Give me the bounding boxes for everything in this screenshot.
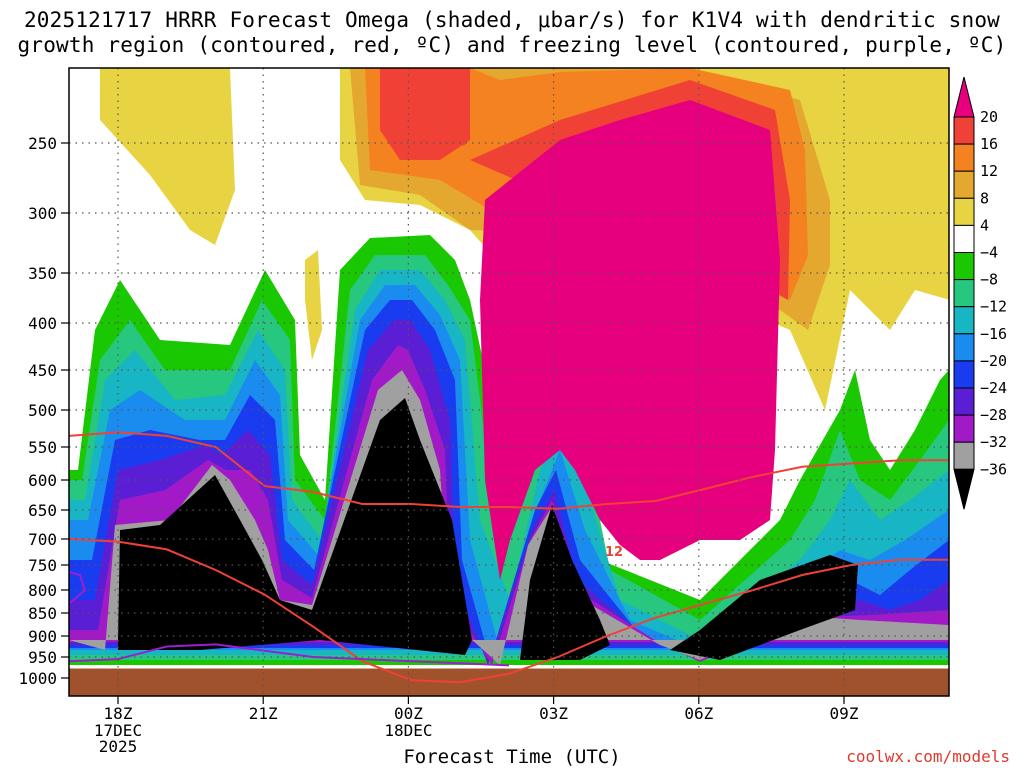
contour-label: 12 — [605, 545, 623, 560]
colorbar-label: −8 — [980, 271, 998, 289]
x-axis-label: Forecast Time (UTC) — [403, 746, 621, 768]
x-tick-label: 00Z — [394, 704, 423, 723]
colorbar-label: −32 — [980, 433, 1007, 451]
colorbar-swatch — [953, 441, 975, 470]
y-tick-label: 550 — [28, 438, 57, 457]
colorbar-label: −36 — [980, 460, 1007, 478]
y-tick-label: 900 — [28, 627, 57, 646]
y-tick-label: 450 — [28, 361, 57, 380]
colorbar-swatch — [953, 170, 975, 199]
y-tick-label: 400 — [28, 314, 57, 333]
y-tick-label: 700 — [28, 530, 57, 549]
y-tick-label: 750 — [28, 556, 57, 575]
x-tick-sublabel: 18DEC — [384, 721, 432, 740]
colorbar-swatch — [953, 197, 975, 226]
omega-shade-4 — [100, 68, 235, 245]
y-tick-label: 850 — [28, 604, 57, 623]
credit-text: coolwx.com/models — [846, 747, 1010, 766]
y-tick-label: 800 — [28, 581, 57, 600]
colorbar-swatch — [953, 360, 975, 389]
y-tick-label: 650 — [28, 501, 57, 520]
colorbar-swatch — [953, 224, 975, 253]
ground-terrain — [69, 668, 949, 696]
colorbar-label: −16 — [980, 325, 1007, 343]
x-tick-sublabel: 2025 — [99, 737, 138, 756]
colorbar-swatch — [953, 387, 975, 416]
y-tick-label: 950 — [28, 648, 57, 667]
y-tick-label: 1000 — [18, 669, 57, 688]
colorbar-swatch — [953, 333, 975, 362]
y-tick-label: 350 — [28, 264, 57, 283]
colorbar-label: 12 — [980, 162, 998, 180]
colorbar-label: −24 — [980, 379, 1007, 397]
freezing-level-contour-0C — [69, 643, 510, 667]
chart-title-line-1: 2025121717 HRRR Forecast Omega (shaded, … — [23, 8, 1001, 32]
colorbar-swatch — [953, 414, 975, 443]
colorbar-label: 16 — [980, 135, 998, 153]
omega-shade-4 — [305, 250, 322, 360]
x-tick-label: 06Z — [684, 704, 713, 723]
colorbar-swatch — [953, 252, 975, 281]
colorbar-label: −28 — [980, 406, 1007, 424]
colorbar-swatch — [953, 279, 975, 308]
colorbar-swatch — [953, 116, 975, 145]
colorbar-cap-top — [953, 76, 975, 118]
chart-title-line-2: growth region (contoured, red, ºC) and f… — [17, 33, 1007, 57]
dgz-contour-dgz-top — [69, 431, 949, 510]
colorbar-label: 4 — [980, 216, 989, 234]
dgz-contour--12C — [69, 538, 949, 684]
omega-shade-minus36 — [520, 505, 610, 660]
freezing-level-contour-left — [69, 571, 87, 604]
plot-frame — [68, 67, 950, 697]
omega-shade-20-core — [480, 100, 780, 580]
y-tick-label: 250 — [28, 134, 57, 153]
omega-shade-minus36 — [670, 555, 858, 660]
y-tick-label: 300 — [28, 204, 57, 223]
colorbar-swatch — [953, 143, 975, 172]
y-tick-label: 500 — [28, 401, 57, 420]
colorbar-label: −4 — [980, 244, 998, 262]
x-tick-label: 09Z — [830, 704, 859, 723]
x-tick-sublabel: 17DEC — [94, 721, 142, 740]
omega-shade-minus28 — [69, 345, 949, 665]
colorbar-label: 20 — [980, 108, 998, 126]
omega-shade-minus36 — [118, 398, 472, 655]
colorbar-cap-bottom — [953, 468, 975, 510]
x-tick-label: 18Z — [104, 704, 133, 723]
colorbar-label: −12 — [980, 298, 1007, 316]
colorbar-swatch — [953, 306, 975, 335]
omega-shade-minus24 — [69, 320, 949, 665]
x-tick-label: 03Z — [539, 704, 568, 723]
colorbar-label: −20 — [980, 352, 1007, 370]
colorbar-label: 8 — [980, 189, 989, 207]
y-tick-label: 600 — [28, 471, 57, 490]
omega-shade-20 — [395, 68, 465, 150]
x-tick-label: 21Z — [249, 704, 278, 723]
